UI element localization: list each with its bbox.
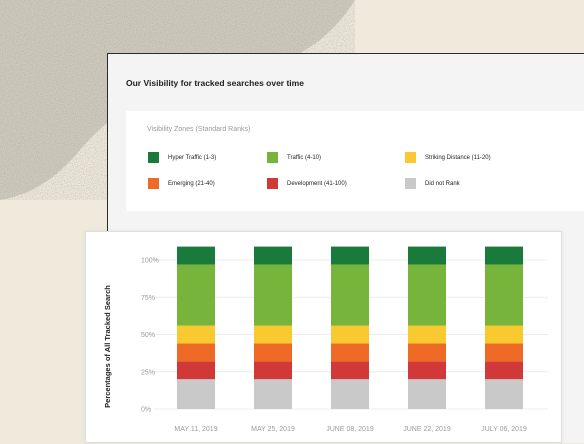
bar-segment <box>408 325 446 344</box>
stacked-bar-chart: 0% 25% 50% 75% 100% Percentages of All Tracke… <box>103 246 548 433</box>
y-tick-label: 0% <box>141 407 151 414</box>
legend-swatch <box>267 178 278 189</box>
legend-swatch <box>148 152 159 163</box>
bar-segment <box>254 325 292 344</box>
legend-label: Traffic (4-10) <box>287 154 322 161</box>
legend-swatch <box>148 178 159 189</box>
legend-item-traffic: Traffic (4-10) <box>267 152 321 163</box>
panel-title: Our Visibility for tracked searches over… <box>126 78 304 88</box>
x-tick-label: JUNE 08, 2019 <box>326 426 374 433</box>
bar-segment <box>331 246 369 265</box>
bar-segment <box>177 264 215 326</box>
legend-item-striking-distance: Striking Distance (11-20) <box>405 152 491 163</box>
legend-label: Striking Distance (11-20) <box>425 154 491 161</box>
bar-segment <box>485 264 523 326</box>
legend-swatch <box>405 178 416 189</box>
bar-segment <box>331 361 369 380</box>
legend-item-hyper-traffic: Hyper Traffic (1-3) <box>148 152 216 163</box>
bar-segment <box>408 264 446 326</box>
legend-label: Emerging (21-40) <box>168 180 215 187</box>
legend-label: Did not Rank <box>425 180 460 187</box>
legend-swatch <box>267 152 278 163</box>
bar-segment <box>254 361 292 380</box>
legend-card: Visibility Zones (Standard Ranks) Hyper … <box>126 111 584 211</box>
legend-label: Development (41-100) <box>287 180 347 187</box>
y-axis-title: Percentages of All Tracked Search <box>103 285 112 408</box>
bar-segment <box>331 379 369 409</box>
bar-segment <box>177 246 215 265</box>
bar-segment <box>254 343 292 362</box>
bar-segment <box>485 246 523 265</box>
y-tick-label: 100% <box>141 258 159 265</box>
x-tick-label: JULY 06, 2019 <box>481 426 527 433</box>
x-tick-label: MAY 25, 2019 <box>251 426 295 433</box>
bar-segment <box>408 246 446 265</box>
y-tick-label: 25% <box>141 369 155 376</box>
legend-item-emerging: Emerging (21-40) <box>148 178 215 189</box>
legend-swatch <box>405 152 416 163</box>
bar-segment <box>408 361 446 380</box>
y-tick-label: 50% <box>141 332 155 339</box>
bar-segment <box>254 264 292 326</box>
bar-segment <box>254 246 292 265</box>
bar-segment <box>408 343 446 362</box>
legend-item-development: Development (41-100) <box>267 178 347 189</box>
bar-segment <box>485 343 523 362</box>
bar-segment <box>485 325 523 344</box>
bar-segment <box>177 379 215 409</box>
bar-segment <box>331 343 369 362</box>
bar-segment <box>177 361 215 380</box>
bar-segment <box>254 379 292 409</box>
bar-segment <box>177 343 215 362</box>
x-tick-label: MAY 11, 2019 <box>174 426 217 433</box>
bar-segment <box>177 325 215 344</box>
x-tick-label: JUNE 22, 2019 <box>403 426 451 433</box>
bar-segment <box>485 379 523 409</box>
bar-segment <box>331 325 369 344</box>
legend-caption: Visibility Zones (Standard Ranks) <box>147 126 251 133</box>
legend-label: Hyper Traffic (1-3) <box>168 154 217 161</box>
bar-segment <box>485 361 523 380</box>
bar-segment <box>331 264 369 326</box>
legend-item-did-not-rank: Did not Rank <box>405 178 460 189</box>
y-tick-label: 75% <box>141 295 155 302</box>
bar-segment <box>408 379 446 409</box>
chart-card: 0% 25% 50% 75% 100% Percentages of All Tracke… <box>85 231 562 443</box>
